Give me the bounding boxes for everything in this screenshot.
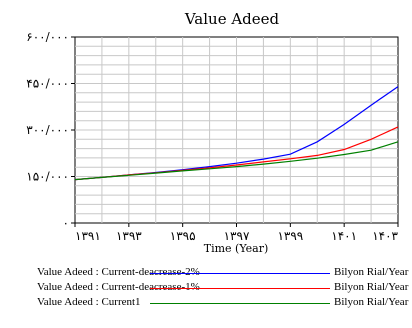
series-lines [74, 86, 399, 181]
legend-item: Value Adeed : Current-deacrease-1% Bilyon… [0, 281, 412, 295]
legend-item: Value Adeed : Current1 Bilyon Rial/Year [0, 296, 412, 310]
series-line-3 [74, 141, 399, 181]
y-tick-label: ۱۵۰/۰۰۰ [26, 170, 69, 184]
legend-series-label: Value Adeed : Current-deacrease-1% [37, 281, 200, 293]
grid-lines [75, 37, 398, 223]
x-axis: ۱۳۹۱ ۱۳۹۳ ۱۳۹۵ ۱۳۹۷ ۱۳۹۹ ۱۴۰۱ ۱۴۰۳ [74, 223, 399, 243]
x-tick-label: ۱۴۰۳ [372, 229, 398, 243]
x-tick-label: ۱۳۹۷ [224, 229, 250, 243]
y-tick-label: ۴۵۰/۰۰۰ [26, 77, 69, 91]
x-tick-label: ۱۳۹۱ [75, 229, 101, 243]
legend-series-label: Value Adeed : Current1 [37, 296, 141, 308]
x-axis-label: Time (Year) [204, 242, 269, 255]
x-tick-label: ۱۳۹۳ [116, 229, 142, 243]
y-axis: ۰ ۱۵۰/۰۰۰ ۳۰۰/۰۰۰ ۴۵۰/۰۰۰ ۶۰۰/۰۰۰ [26, 30, 75, 230]
chart-title: Value Adeed [184, 10, 280, 28]
legend-unit-label: Bilyon Rial/Year [334, 281, 409, 293]
y-tick-label: ۶۰۰/۰۰۰ [26, 30, 69, 44]
legend-swatch-line [150, 288, 330, 289]
legend-swatch-line [150, 273, 330, 274]
legend-item: Value Adeed : Current-deacrease-2% Bilyon… [0, 266, 412, 280]
x-tick-label: ۱۳۹۹ [277, 229, 303, 243]
x-tick-label: ۱۴۰۱ [331, 229, 357, 243]
legend-unit-label: Bilyon Rial/Year [334, 266, 409, 278]
y-tick-label: ۰ [63, 216, 69, 230]
legend-series-label: Value Adeed : Current-deacrease-2% [37, 266, 200, 278]
legend-unit-label: Bilyon Rial/Year [334, 296, 409, 308]
y-tick-label: ۳۰۰/۰۰۰ [26, 123, 69, 137]
legend-swatch-line [150, 303, 330, 304]
x-tick-label: ۱۳۹۵ [170, 229, 196, 243]
